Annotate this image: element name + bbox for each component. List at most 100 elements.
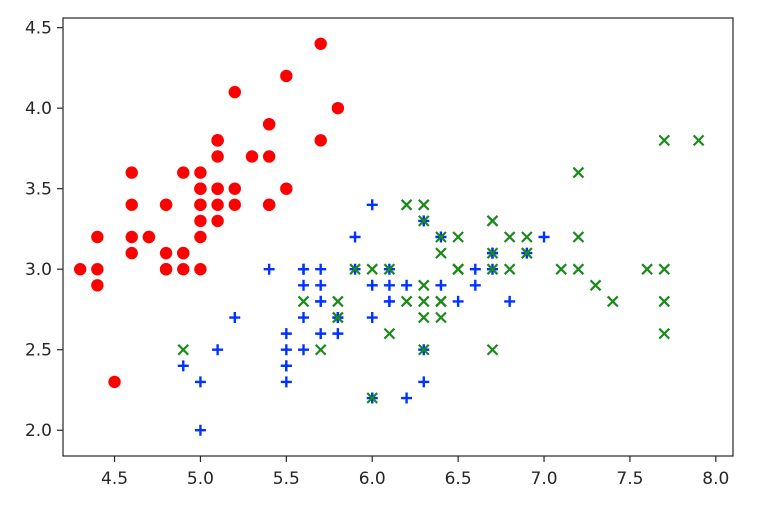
y-tick-label: 4.0 xyxy=(25,99,52,119)
data-point-x xyxy=(417,311,430,324)
data-point-plus xyxy=(469,263,481,275)
data-point-circle xyxy=(194,230,207,244)
data-point-x xyxy=(383,327,396,340)
data-point-plus xyxy=(298,279,310,291)
data-point-circle xyxy=(314,37,327,50)
data-point-plus xyxy=(452,295,464,307)
data-point-x xyxy=(383,263,396,275)
data-point-x xyxy=(417,199,430,211)
data-point-x xyxy=(555,263,567,275)
data-point-x xyxy=(503,263,516,275)
data-point-circle xyxy=(331,101,345,115)
data-point-plus xyxy=(212,344,224,356)
data-point-circle xyxy=(280,182,293,195)
data-point-x xyxy=(417,215,430,227)
data-point-circle xyxy=(159,263,173,276)
data-point-circle xyxy=(159,198,173,211)
data-point-plus xyxy=(298,312,310,324)
data-point-plus xyxy=(349,231,361,243)
x-tick-label: 5.5 xyxy=(273,469,300,489)
data-point-circle xyxy=(211,214,224,228)
data-point-x xyxy=(435,295,447,308)
data-point-plus xyxy=(315,328,327,340)
data-point-circle xyxy=(194,263,207,276)
data-point-x xyxy=(314,343,327,356)
data-point-circle xyxy=(228,198,241,211)
data-point-circle xyxy=(194,214,207,228)
data-point-x xyxy=(503,231,516,243)
data-point-x xyxy=(486,215,499,227)
data-point-circle xyxy=(125,166,138,179)
data-point-x xyxy=(606,295,619,308)
y-axis: 2.0 2.5 3.0 3.5 4.0 4.5 xyxy=(25,19,63,441)
data-point-plus xyxy=(383,279,395,291)
data-point-x xyxy=(417,295,430,308)
data-point-plus xyxy=(194,376,206,388)
x-tick-label: 6.0 xyxy=(359,469,386,489)
data-point-x xyxy=(297,295,310,308)
data-point-circle xyxy=(314,134,327,147)
data-point-x xyxy=(417,343,430,356)
data-point-x xyxy=(400,199,413,211)
data-point-plus xyxy=(332,328,344,340)
plot-area-frame xyxy=(62,17,734,457)
data-point-circle xyxy=(228,85,241,99)
data-point-circle xyxy=(211,150,224,163)
data-point-plus xyxy=(298,344,310,356)
data-point-x xyxy=(521,231,533,243)
data-point-plus xyxy=(383,295,395,307)
data-point-plus xyxy=(435,279,447,291)
data-point-circle xyxy=(194,198,207,211)
data-point-x xyxy=(572,166,585,179)
data-point-plus xyxy=(177,360,189,372)
data-point-x xyxy=(452,263,464,275)
data-point-x xyxy=(349,263,361,275)
data-point-x xyxy=(435,311,447,324)
data-point-circle xyxy=(177,246,190,260)
data-point-circle xyxy=(228,182,241,195)
data-point-plus xyxy=(366,199,378,211)
data-point-x xyxy=(332,295,344,308)
data-point-circle xyxy=(125,198,138,211)
data-point-circle xyxy=(177,166,190,179)
data-point-plus xyxy=(280,376,292,388)
data-point-plus xyxy=(366,279,378,291)
data-point-plus xyxy=(229,312,241,324)
data-point-plus xyxy=(194,424,206,436)
x-tick-label: 8.0 xyxy=(702,469,729,489)
data-point-x xyxy=(435,231,447,243)
data-point-circle xyxy=(211,198,224,211)
data-point-x xyxy=(658,295,671,308)
data-point-plus xyxy=(418,376,430,388)
y-tick-label: 3.5 xyxy=(25,180,52,200)
data-point-x xyxy=(572,231,585,243)
data-point-plus xyxy=(298,263,310,275)
y-tick-label: 4.5 xyxy=(25,19,52,39)
data-point-plus xyxy=(280,328,292,340)
data-point-circle xyxy=(91,230,104,244)
data-point-x xyxy=(486,343,499,356)
data-point-circle xyxy=(91,263,104,276)
data-point-circle xyxy=(280,69,293,83)
data-point-plus xyxy=(315,279,327,291)
data-point-plus xyxy=(504,295,516,307)
data-point-circle xyxy=(245,150,259,163)
data-point-circle xyxy=(73,263,87,276)
data-points xyxy=(73,37,705,436)
data-point-plus xyxy=(263,263,275,275)
data-point-circle xyxy=(108,375,121,389)
data-point-circle xyxy=(142,230,156,244)
data-point-circle xyxy=(262,150,276,163)
data-point-circle xyxy=(262,198,276,211)
data-point-x xyxy=(400,295,413,308)
data-point-circle xyxy=(159,246,173,260)
x-tick-label: 5.0 xyxy=(187,469,214,489)
data-point-circle xyxy=(194,166,207,179)
x-tick-label: 7.0 xyxy=(531,469,558,489)
data-point-plus xyxy=(469,279,481,291)
data-point-circle xyxy=(91,279,104,292)
data-point-plus xyxy=(315,295,327,307)
data-point-x xyxy=(366,263,379,275)
